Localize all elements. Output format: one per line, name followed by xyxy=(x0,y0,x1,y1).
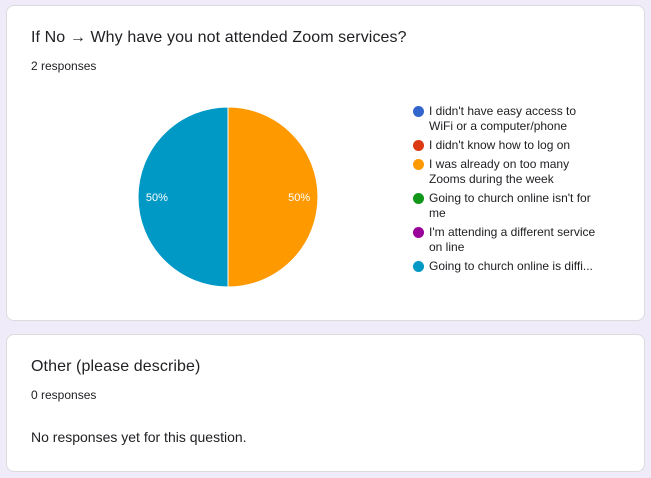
chart-legend: I didn't have easy access to WiFi or a co… xyxy=(411,104,631,278)
legend-label: I didn't know how to log on xyxy=(429,138,571,152)
legend-label: Going to church online isn't for xyxy=(429,191,591,205)
pie-slice[interactable] xyxy=(227,106,319,288)
legend-label: on line xyxy=(429,240,465,254)
legend-item: I didn't have easy access to WiFi or a co… xyxy=(411,104,631,134)
legend-item: Going to church online is diffi... xyxy=(411,259,631,274)
response-count: 0 responses xyxy=(31,388,97,402)
legend-label: I didn't have easy access to xyxy=(429,104,577,118)
response-count: 2 responses xyxy=(31,59,97,73)
legend-swatch xyxy=(413,159,424,170)
question-card-zoom-reasons: If No → Why have you not attended Zoom s… xyxy=(6,5,645,321)
pie-slice[interactable] xyxy=(137,106,229,288)
pie-data-label: 50% xyxy=(288,192,310,204)
legend-label: Zooms during the week xyxy=(429,172,554,186)
legend-item: I didn't know how to log on xyxy=(411,138,631,153)
pie-data-label: 50% xyxy=(146,192,168,204)
legend-label: Going to church online is diffi... xyxy=(429,259,593,273)
legend-swatch xyxy=(413,140,424,151)
legend-item: I'm attending a different service on line xyxy=(411,225,631,255)
legend-swatch xyxy=(413,261,424,272)
legend-swatch xyxy=(413,227,424,238)
no-responses-message: No responses yet for this question. xyxy=(31,429,247,445)
legend-item: Going to church online isn't for me xyxy=(411,191,631,221)
legend-swatch xyxy=(413,193,424,204)
pie-chart: 50% 50% xyxy=(137,106,319,288)
legend-label: I'm attending a different service xyxy=(429,225,596,239)
question-title: If No → Why have you not attended Zoom s… xyxy=(31,29,407,46)
legend-label: I was already on too many xyxy=(429,157,570,171)
question-card-other: Other (please describe) 0 responses No r… xyxy=(6,334,645,472)
legend-item: I was already on too many Zooms during th… xyxy=(411,157,631,187)
question-title: Other (please describe) xyxy=(31,358,201,375)
legend-label: me xyxy=(429,206,446,220)
legend-swatch xyxy=(413,106,424,117)
legend-label: WiFi or a computer/phone xyxy=(429,119,568,133)
